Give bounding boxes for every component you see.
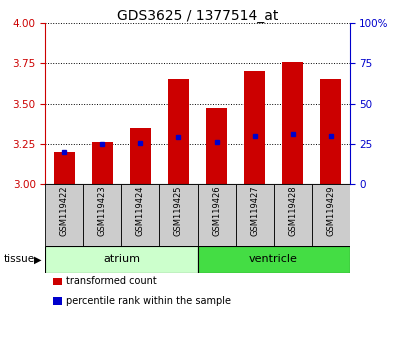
Text: GSM119426: GSM119426 xyxy=(212,185,221,236)
Bar xyxy=(54,152,75,184)
Bar xyxy=(235,184,274,246)
Bar xyxy=(198,184,235,246)
Text: atrium: atrium xyxy=(103,254,140,264)
Bar xyxy=(312,184,350,246)
Text: GDS3625 / 1377514_at: GDS3625 / 1377514_at xyxy=(117,9,278,23)
Bar xyxy=(160,184,198,246)
Text: percentile rank within the sample: percentile rank within the sample xyxy=(66,296,231,306)
Bar xyxy=(273,184,312,246)
Text: GSM119427: GSM119427 xyxy=(250,185,259,236)
Text: GSM119429: GSM119429 xyxy=(326,185,335,236)
Text: GSM119424: GSM119424 xyxy=(136,185,145,236)
Text: tissue: tissue xyxy=(4,254,35,264)
Bar xyxy=(83,184,122,246)
Text: GSM119422: GSM119422 xyxy=(60,185,69,236)
Text: GSM119425: GSM119425 xyxy=(174,185,183,236)
Text: ventricle: ventricle xyxy=(249,254,298,264)
Bar xyxy=(320,79,341,184)
Bar xyxy=(45,246,198,273)
Bar xyxy=(206,108,227,184)
Text: GSM119423: GSM119423 xyxy=(98,185,107,236)
Bar xyxy=(92,142,113,184)
Bar xyxy=(198,246,350,273)
Text: transformed count: transformed count xyxy=(66,276,157,286)
Text: ▶: ▶ xyxy=(34,254,41,264)
Bar xyxy=(168,79,189,184)
Bar xyxy=(122,184,160,246)
Bar xyxy=(130,128,151,184)
Text: GSM119428: GSM119428 xyxy=(288,185,297,236)
Bar xyxy=(244,72,265,184)
Bar xyxy=(282,62,303,184)
Bar xyxy=(45,184,83,246)
